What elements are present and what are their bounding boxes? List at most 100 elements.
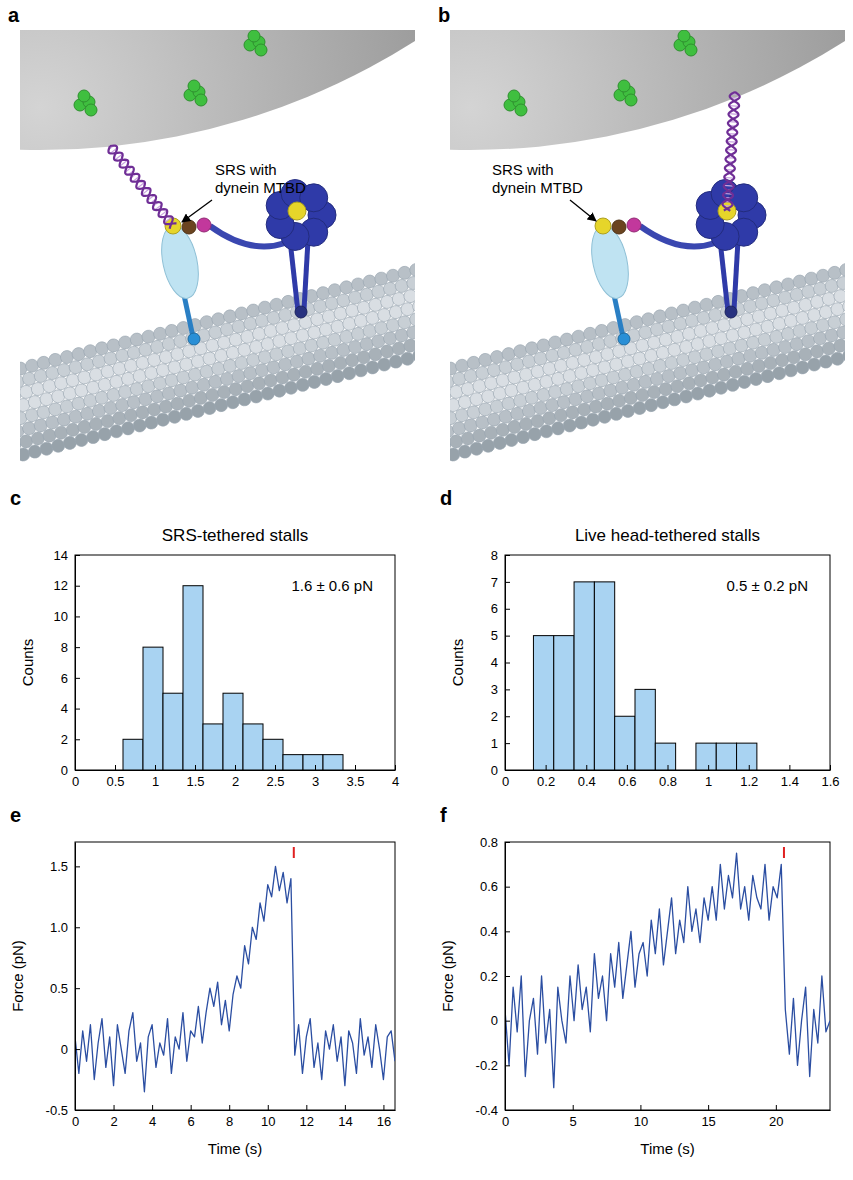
histogram-bar — [223, 693, 243, 770]
event-marker — [293, 847, 295, 858]
tick-mark — [75, 770, 80, 771]
tick-mark — [75, 586, 80, 587]
tick: 1.2 — [740, 765, 758, 789]
tick: 1.5 — [186, 765, 204, 789]
histogram-bar — [696, 743, 716, 770]
bead-protein — [195, 94, 207, 106]
tick-label: 1.4 — [781, 774, 799, 789]
head-tag — [288, 202, 306, 220]
tick: 3 — [491, 682, 510, 697]
tick-label: -0.2 — [476, 1058, 498, 1073]
tick-label: 8 — [226, 1114, 233, 1129]
panel-letter: a — [8, 4, 20, 26]
tick-mark — [75, 988, 80, 989]
tick-mark — [235, 765, 236, 770]
plot-frame — [75, 842, 395, 1110]
axis-line — [76, 770, 396, 771]
linker-ball — [182, 220, 196, 234]
dna-tether — [108, 146, 176, 229]
histogram-bar — [554, 636, 574, 770]
histogram-bar — [574, 582, 594, 770]
tick-mark — [275, 765, 276, 770]
x-axis: 00.20.40.60.811.21.41.6 — [502, 765, 840, 789]
dna-strand — [110, 146, 173, 229]
panel-letter: e — [10, 804, 21, 826]
tick-label: 0.2 — [537, 774, 555, 789]
tick-label: 7 — [491, 575, 498, 590]
tick-mark — [586, 765, 587, 770]
tick: 1 — [152, 765, 159, 789]
tick-label: 0.8 — [480, 835, 498, 850]
histogram-bar — [323, 755, 343, 770]
tick-label: 4 — [491, 655, 498, 670]
linker-ball — [627, 218, 641, 232]
bead-protein — [255, 44, 267, 56]
tick: 0.2 — [537, 765, 555, 789]
tick-mark — [195, 765, 196, 770]
tick-label: 2 — [61, 732, 68, 747]
tick: 0.4 — [480, 924, 510, 939]
chart-panel: 05101520-0.4-0.200.20.40.60.8fTime (s)Fo… — [439, 804, 831, 1157]
tick-mark — [830, 765, 831, 770]
tick-mark — [191, 1105, 192, 1110]
tick: 12 — [54, 578, 80, 593]
tick-mark — [75, 866, 80, 867]
chart-title: SRS-tethered stalls — [162, 526, 308, 545]
bead — [20, 30, 415, 150]
histogram-bar — [635, 689, 655, 770]
tick-label: 10 — [634, 1114, 648, 1129]
bead — [450, 30, 845, 150]
tick-label: 5 — [491, 628, 498, 643]
tick-label: 12 — [54, 578, 68, 593]
tick-mark — [306, 1105, 307, 1110]
tick-mark — [383, 1105, 384, 1110]
callout-label: SRS withdynein MTBD — [215, 161, 306, 196]
tick-label: 0 — [491, 1013, 498, 1028]
tick-label: 1 — [152, 774, 159, 789]
tick: 0.2 — [480, 969, 510, 984]
tick: 7 — [491, 575, 510, 590]
tick-label: 10 — [261, 1114, 275, 1129]
plot-frame — [505, 842, 830, 1110]
callout-label: SRS withdynein MTBD — [492, 161, 583, 196]
y-axis-title: Force (pN) — [9, 940, 26, 1012]
tick: 0.6 — [618, 765, 636, 789]
tick: 0.4 — [578, 765, 596, 789]
srs-body — [156, 222, 205, 301]
axis-line — [75, 843, 76, 1111]
histogram-bar — [303, 755, 323, 770]
tick: 0 — [61, 763, 80, 778]
tick-label: 0.5 — [106, 774, 124, 789]
histogram-bar — [183, 586, 203, 770]
tick-label: 0.5 — [50, 981, 68, 996]
tick-label: 16 — [377, 1114, 391, 1129]
tick-label: 8 — [61, 640, 68, 655]
plot-frame — [505, 555, 830, 770]
axis-line — [506, 770, 831, 771]
axis-line — [506, 1110, 831, 1111]
histogram-bar — [163, 693, 183, 770]
chart-panel: 00.20.40.60.811.21.41.6012345678dLive he… — [440, 487, 840, 789]
y-axis-title: Counts — [449, 639, 466, 687]
tick-mark — [505, 689, 510, 690]
linker-ball — [197, 218, 211, 232]
tick: 0 — [61, 1042, 80, 1057]
x-axis: 0246810121416 — [72, 1105, 396, 1129]
chart-panel: 0246810121416-0.500.51.01.5eTime (s)Forc… — [9, 804, 396, 1157]
tick-mark — [505, 1021, 510, 1022]
tick-mark — [75, 709, 80, 710]
tick: 0.5 — [50, 981, 80, 996]
tick-mark — [75, 647, 80, 648]
force-trace — [505, 853, 830, 1088]
microtubule — [450, 253, 845, 465]
tick: 4 — [61, 701, 80, 716]
dynein-stalk — [304, 240, 308, 310]
tick-mark — [668, 765, 669, 770]
annotation: 0.5 ± 0.2 pN — [726, 577, 808, 594]
tick-mark — [355, 765, 356, 770]
plot-area — [533, 582, 756, 770]
histogram-bar — [676, 770, 696, 771]
tick-label: 8 — [491, 548, 498, 563]
dna-tether — [723, 92, 740, 211]
x-axis-title: Time (s) — [208, 1140, 262, 1157]
